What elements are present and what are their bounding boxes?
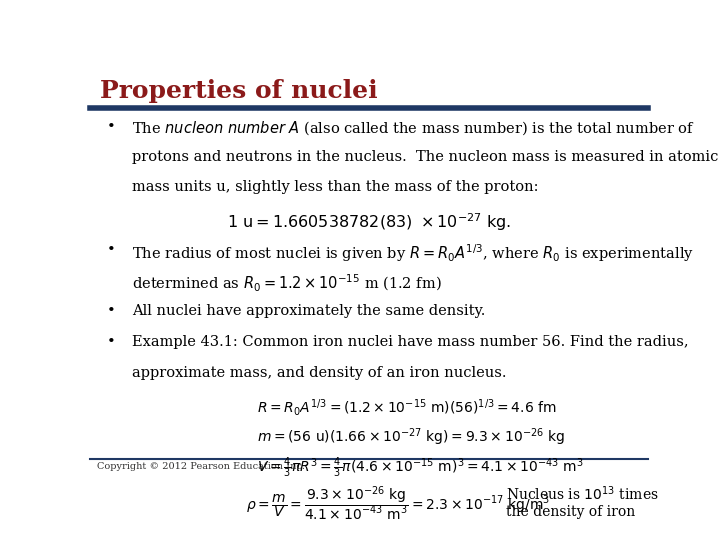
Text: Properties of nuclei: Properties of nuclei [100, 79, 378, 103]
Text: •: • [107, 120, 115, 134]
Text: mass units u, slightly less than the mass of the proton:: mass units u, slightly less than the mas… [132, 180, 539, 194]
Text: •: • [107, 305, 115, 318]
Text: protons and neutrons in the nucleus.  The nucleon mass is measured in atomic: protons and neutrons in the nucleus. The… [132, 150, 719, 164]
Text: $m = (56\ \mathrm{u})(1.66\times10^{-27}\ \mathrm{kg}) = 9.3\times10^{-26}\ \mat: $m = (56\ \mathrm{u})(1.66\times10^{-27}… [258, 426, 565, 448]
Text: Nucleus is $10^{13}$ times: Nucleus is $10^{13}$ times [505, 484, 658, 503]
Text: •: • [107, 243, 115, 256]
Text: $R = R_0 A^{1/3} = (1.2\times10^{-15}\ \mathrm{m})(56)^{1/3} = 4.6\ \mathrm{fm}$: $R = R_0 A^{1/3} = (1.2\times10^{-15}\ \… [258, 397, 557, 418]
Text: $1\ \mathrm{u} = 1.660538782(83)\ \times 10^{-27}\ \mathrm{kg.}$: $1\ \mathrm{u} = 1.660538782(83)\ \times… [227, 212, 511, 233]
Text: All nuclei have approximately the same density.: All nuclei have approximately the same d… [132, 305, 485, 318]
Text: approximate mass, and density of an iron nucleus.: approximate mass, and density of an iron… [132, 366, 506, 380]
Text: •: • [107, 335, 115, 349]
Text: determined as $R_0 = 1.2 \times 10^{-15}$ m (1.2 fm): determined as $R_0 = 1.2 \times 10^{-15}… [132, 273, 441, 294]
Text: The radius of most nuclei is given by $R = R_0 A^{1/3}$, where $R_0$ is experime: The radius of most nuclei is given by $R… [132, 243, 694, 265]
Text: Copyright © 2012 Pearson Education Inc.: Copyright © 2012 Pearson Education Inc. [97, 462, 305, 471]
Text: $V = \frac{4}{3}\pi R^3 = \frac{4}{3}\pi(4.6\times10^{-15}\ \mathrm{m})^3 = 4.1\: $V = \frac{4}{3}\pi R^3 = \frac{4}{3}\pi… [258, 455, 585, 480]
Text: Example 43.1: Common iron nuclei have mass number 56. Find the radius,: Example 43.1: Common iron nuclei have ma… [132, 335, 688, 349]
Text: the density of iron: the density of iron [505, 505, 635, 519]
Text: The $\mathit{nucleon\ number\ A}$ (also called the mass number) is the total num: The $\mathit{nucleon\ number\ A}$ (also … [132, 120, 695, 137]
Text: $\rho = \dfrac{m}{V} = \dfrac{9.3\times10^{-26}\ \mathrm{kg}}{4.1\times10^{-43}\: $\rho = \dfrac{m}{V} = \dfrac{9.3\times1… [246, 484, 551, 523]
